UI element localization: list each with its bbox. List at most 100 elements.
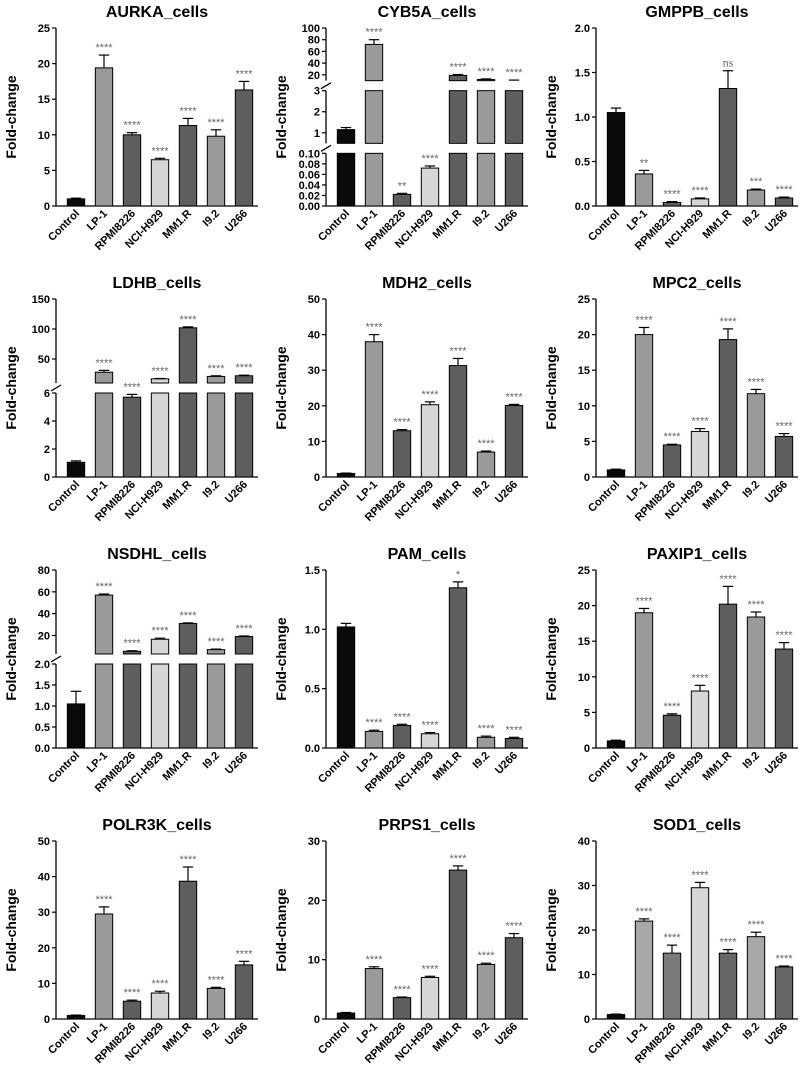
bar-mm1r — [448, 152, 468, 207]
significance-label: **** — [449, 853, 467, 865]
y-axis-label: Fold-change — [3, 75, 19, 158]
y-axis-label: Fold-change — [273, 888, 289, 971]
axis-break-mark — [320, 82, 332, 90]
bar-mm1r — [178, 392, 198, 478]
y-tick-label: 10 — [38, 978, 50, 990]
bar-rpmi8226 — [122, 1000, 142, 1020]
bar-u266 — [774, 966, 794, 1020]
y-tick-label: 20 — [38, 630, 50, 642]
chart-panel-gmppb-cells: GMPPB_cells Fold-change 0.0 0.5 1.0 1.5 2.0 Con… — [540, 0, 809, 271]
x-tick-label: Control — [316, 208, 352, 244]
y-tick-label: 100 — [32, 324, 50, 336]
bar-ncih929 — [690, 198, 710, 207]
chart-svg: SOD1_cells Fold-change 0 10 20 30 40 Control ***… — [543, 817, 798, 1066]
significance-label: **** — [635, 906, 653, 918]
significance-label: ns — [723, 56, 734, 70]
x-tick-label: Control — [316, 479, 352, 515]
y-tick-label: 0.5 — [575, 157, 590, 169]
significance-label: **** — [691, 416, 709, 428]
x-tick-label: U266 — [763, 1021, 790, 1048]
x-tick-label: I9.2 — [471, 208, 492, 229]
bar-mm1r — [448, 90, 468, 144]
y-tick-label: 30 — [308, 836, 320, 848]
y-tick-label: 0 — [44, 1014, 50, 1026]
chart-panel-pam-cells: PAM_cells Fold-change 0.0 0.5 1.0 1.5 Control *… — [270, 542, 539, 813]
bar-i92 — [206, 392, 226, 478]
y-tick-label: 25 — [38, 23, 50, 35]
y-axis-label: Fold-change — [273, 617, 289, 700]
significance-label: **** — [747, 919, 765, 931]
bar-i92 — [206, 375, 226, 384]
x-tick-label: LP-1 — [355, 208, 380, 233]
bar-rpmi8226 — [662, 714, 682, 749]
bar-lp1 — [94, 594, 114, 655]
y-tick-label: 0.10 — [299, 148, 320, 160]
chart-panel-ldhb-cells: LDHB_cells Fold-change 0 2 4 6 50 100 150 Control… — [0, 271, 269, 542]
chart-title: AURKA_cells — [106, 4, 208, 21]
x-tick-label: LP-1 — [85, 750, 110, 775]
significance-label: ** — [640, 157, 649, 169]
y-axis-label: Fold-change — [273, 75, 289, 158]
bar-control — [606, 469, 626, 478]
y-tick-label: 0 — [314, 1014, 320, 1026]
bar-ncih929 — [150, 159, 170, 207]
bar-i92 — [206, 663, 226, 749]
chart-panel-mpc2-cells: MPC2_cells Fold-change 0 5 10 15 20 25 Control **… — [540, 271, 809, 542]
significance-label: **** — [123, 381, 141, 393]
x-tick-label: U266 — [493, 479, 520, 506]
significance-label: **** — [719, 316, 737, 328]
axis-break-mark — [50, 655, 62, 663]
bar-i92 — [206, 987, 226, 1020]
y-tick-label: 0 — [584, 1014, 590, 1026]
y-tick-label: 15 — [38, 94, 50, 106]
y-tick-label: 10 — [38, 130, 50, 142]
chart-panel-prps1-cells: PRPS1_cells Fold-change 0 10 20 30 Control ****… — [270, 813, 539, 1084]
x-tick-label: U266 — [763, 208, 790, 235]
bar-i92 — [746, 616, 766, 749]
bar-i92 — [476, 152, 496, 207]
significance-label: *** — [750, 176, 764, 188]
x-tick-label: MM1.R — [431, 750, 465, 784]
x-tick-label: LP-1 — [355, 479, 380, 504]
bar-u266 — [234, 663, 254, 749]
chart-panel-mdh2-cells: MDH2_cells Fold-change 0 10 20 30 40 50 Control *… — [270, 271, 539, 542]
bar-lp1 — [364, 152, 384, 207]
x-tick-label: Control — [316, 750, 352, 786]
y-tick-label: 40 — [38, 609, 50, 621]
bar-control — [336, 1012, 356, 1020]
y-tick-label: 40 — [38, 872, 50, 884]
bar-ncih929 — [420, 167, 440, 207]
y-tick-label: 80 — [308, 35, 320, 47]
bar-mm1r — [178, 622, 198, 655]
x-tick-label: LP-1 — [625, 1021, 650, 1046]
significance-label: **** — [477, 950, 495, 962]
y-tick-label: 1.0 — [35, 701, 50, 713]
significance-label: **** — [151, 978, 169, 990]
bar-control — [66, 1014, 86, 1020]
x-tick-label: LP-1 — [85, 1021, 110, 1046]
bar-rpmi8226 — [392, 997, 412, 1020]
y-tick-label: 60 — [38, 587, 50, 599]
x-tick-label: Control — [586, 1021, 622, 1057]
y-tick-label: 0.0 — [575, 201, 590, 213]
y-tick-label: 1.0 — [305, 624, 320, 636]
significance-label: **** — [235, 623, 253, 635]
x-tick-label: Control — [316, 1021, 352, 1057]
chart-title: PRPS1_cells — [379, 817, 476, 834]
x-tick-label: MM1.R — [431, 479, 465, 513]
bar-mm1r — [448, 587, 468, 749]
y-tick-label: 5 — [44, 165, 50, 177]
bar-mm1r — [178, 880, 198, 1020]
y-tick-label: 40 — [578, 836, 590, 848]
significance-label: **** — [179, 610, 197, 622]
bar-u266 — [504, 404, 524, 478]
x-tick-label: U266 — [763, 750, 790, 777]
y-tick-label: 15 — [578, 636, 590, 648]
bar-rpmi8226 — [392, 193, 412, 207]
significance-label: **** — [775, 630, 793, 642]
significance-label: **** — [663, 431, 681, 443]
y-tick-label: 20 — [38, 943, 50, 955]
x-tick-label: LP-1 — [625, 479, 650, 504]
x-tick-label: MM1.R — [161, 208, 195, 242]
y-tick-label: 40 — [308, 330, 320, 342]
